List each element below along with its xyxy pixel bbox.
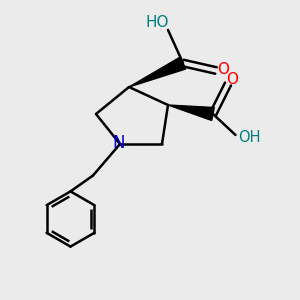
Text: O: O: [218, 61, 230, 76]
Polygon shape: [168, 105, 214, 121]
Text: O: O: [226, 72, 238, 87]
Text: N: N: [112, 134, 125, 152]
Text: OH: OH: [238, 130, 260, 146]
Polygon shape: [129, 57, 186, 87]
Text: HO: HO: [146, 15, 169, 30]
